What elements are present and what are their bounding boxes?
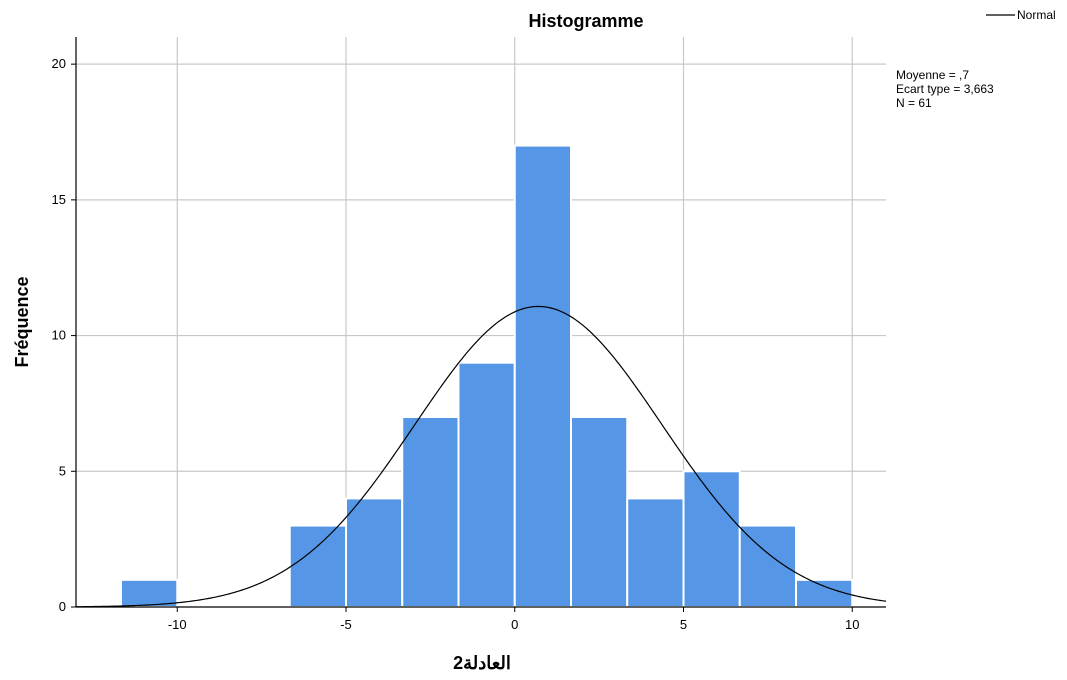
y-axis-label: Fréquence [12,276,32,367]
histogram-bar [288,524,347,608]
stats-n: N = 61 [896,96,932,110]
legend: Normal [986,8,1056,22]
x-tick-label: 5 [680,617,687,632]
x-axis-label: العادلة2 [453,653,511,673]
x-tick-label: 10 [845,617,859,632]
chart-title: Histogramme [528,11,643,31]
stats-box: Moyenne = ,7 Ecart type = 3,663 N = 61 [896,68,994,110]
x-tick-label: -10 [168,617,187,632]
histogram-bar [626,497,685,608]
axes [71,37,886,612]
y-tick-labels: 0 5 10 15 20 [52,56,66,614]
y-tick-label: 0 [59,599,66,614]
histogram-bar [570,416,629,608]
gridlines [76,37,886,607]
x-tick-label: -5 [340,617,352,632]
stats-sd: Ecart type = 3,663 [896,82,994,96]
x-tick-label: 0 [511,617,518,632]
histogram-bar [794,578,854,608]
y-tick-label: 10 [52,328,66,343]
y-tick-label: 20 [52,56,66,71]
normal-curve [75,305,887,608]
stats-mean: Moyenne = ,7 [896,68,969,82]
histogram-bars [119,144,854,609]
histogram-bar [401,416,460,608]
histogram-bar [345,497,404,608]
histogram-bar [457,361,516,609]
histogram-bar [513,144,573,608]
histogram-bar [738,524,797,608]
y-tick-label: 5 [59,463,66,478]
x-tick-labels: -10 -5 0 5 10 [168,617,860,632]
y-tick-label: 15 [52,192,66,207]
histogram-bar [682,470,741,608]
histogram-bar [119,578,179,608]
legend-normal-label: Normal [1017,8,1056,22]
